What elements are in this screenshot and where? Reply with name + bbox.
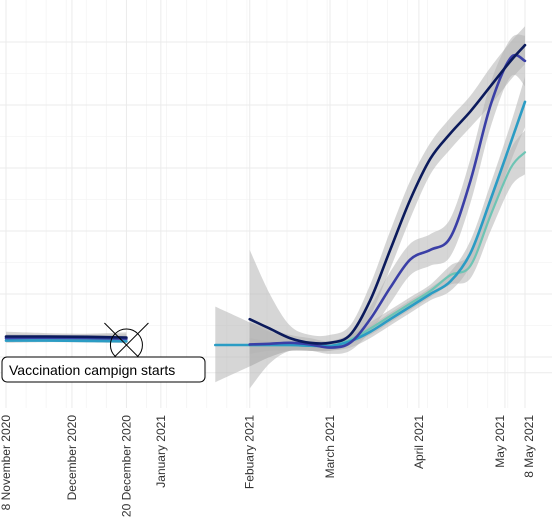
annotation-box: [1, 356, 206, 383]
x-tick-label: May 2021: [493, 415, 507, 468]
x-tick-label: Febuary 2021: [243, 415, 257, 489]
x-tick-label: 8 May 2021: [522, 415, 536, 478]
series-line-navy: [248, 43, 527, 345]
x-tick-label: December 2020: [65, 415, 79, 501]
series-line-teal: [214, 100, 527, 348]
series-line-navy: [4, 335, 128, 339]
x-axis-tick-labels: 8 November 2020 December 2020 20 December …: [0, 415, 536, 517]
x-tick-label: April 2021: [412, 415, 426, 469]
confidence-band-navy: [249, 26, 525, 389]
confidence-band-teal: [215, 76, 526, 383]
vaccination-annotation: Vaccination campign starts: [1, 356, 206, 383]
series-line-indigo: [248, 53, 527, 349]
x-tick-label: 8 November 2020: [0, 415, 13, 511]
series-line-teal: [4, 339, 128, 343]
x-tick-label: March 2021: [323, 415, 337, 479]
confidence-bands: [6, 26, 526, 389]
annotation-label: Vaccination campign starts: [9, 362, 175, 378]
x-tick-label: 20 December 2020: [119, 415, 133, 517]
series-lines: [4, 43, 527, 349]
x-tick-label: January 2021: [154, 415, 168, 488]
